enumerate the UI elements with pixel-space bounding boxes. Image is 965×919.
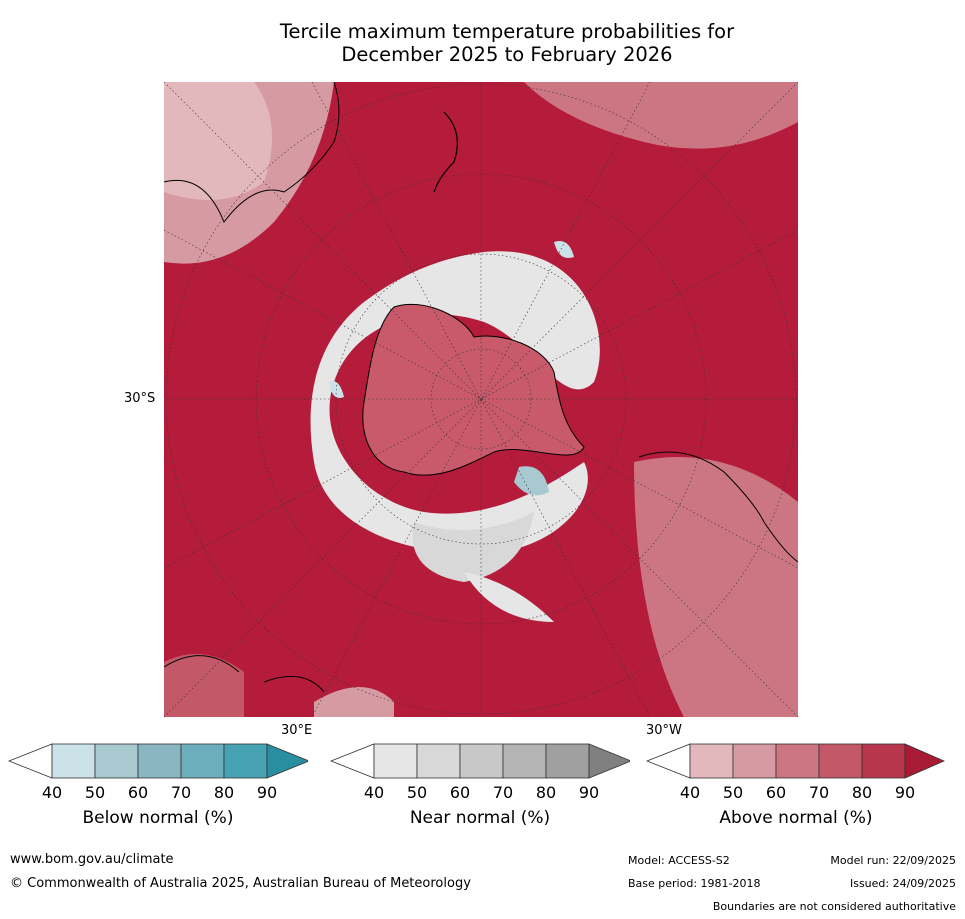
colorbar-above-normal-swatch-4 xyxy=(818,743,863,779)
colorbar-below-normal-tick-50: 50 xyxy=(84,783,106,802)
title-line-2: December 2025 to February 2026 xyxy=(341,43,673,66)
australia-light-region xyxy=(164,82,272,200)
colorbar-near-normal-left-cap xyxy=(330,743,375,779)
colorbar-near-normal: 40 50 60 70 80 90 Near normal (%) xyxy=(330,743,630,843)
antarctica xyxy=(362,303,585,476)
colorbar-below-normal-swatch-3 xyxy=(137,743,182,779)
colorbar-above-normal-swatch-5 xyxy=(861,743,906,779)
colorbar-below-normal-label: Below normal (%) xyxy=(82,808,234,828)
chart-title: Tercile maximum temperature probabilitie… xyxy=(164,20,850,66)
colorbar-above-normal-tick-90: 90 xyxy=(894,783,916,802)
footer-url[interactable]: www.bom.gov.au/climate xyxy=(10,852,174,867)
colorbar-above-normal-left-cap xyxy=(646,743,691,779)
footer-model: Model: ACCESS-S2 xyxy=(628,854,730,867)
colorbar-near-normal-tick-50: 50 xyxy=(406,783,428,802)
colorbar-near-normal-swatch-3 xyxy=(459,743,504,779)
colorbar-near-normal-swatch-1 xyxy=(373,743,418,779)
colorbar-below-normal-tick-70: 70 xyxy=(170,783,192,802)
lat-label-30s: 30°S xyxy=(124,391,156,406)
colorbar-above-normal-label: Above normal (%) xyxy=(719,808,873,828)
africa-coastline xyxy=(164,655,240,673)
colorbar-below-normal-swatch-4 xyxy=(180,743,225,779)
madagascar-coastline xyxy=(263,675,325,693)
colorbar-below-normal-tick-80: 80 xyxy=(213,783,235,802)
colorbar-near-normal-tick-40: 40 xyxy=(363,783,385,802)
footer-issued: Issued: 24/09/2025 xyxy=(849,877,956,890)
title-line-1: Tercile maximum temperature probabilitie… xyxy=(279,20,735,43)
colorbar-above-normal: 40 50 60 70 80 90 Above normal (%) xyxy=(646,743,946,843)
footer-copyright: © Commonwealth of Australia 2025, Austra… xyxy=(10,876,471,891)
colorbar-near-normal-swatch-2 xyxy=(416,743,461,779)
australia-coastline xyxy=(164,82,340,224)
colorbar-near-normal-label: Near normal (%) xyxy=(409,808,551,828)
colorbar-below-normal-swatch-1 xyxy=(51,743,96,779)
below-normal-patch-1 xyxy=(514,466,549,496)
probability-map[interactable] xyxy=(164,82,798,717)
colorbar-above-normal-svg xyxy=(646,743,946,779)
colorbar-below-normal-tick-60: 60 xyxy=(127,783,149,802)
footer-model-run: Model run: 22/09/2025 xyxy=(830,854,956,867)
below-normal-patch-2 xyxy=(554,241,574,258)
colorbar-below-normal: 40 50 60 70 80 90 Below normal (%) xyxy=(8,743,308,843)
colorbar-below-normal-right-cap xyxy=(266,743,308,779)
colorbar-above-normal-tick-70: 70 xyxy=(808,783,830,802)
colorbar-near-normal-swatch-4 xyxy=(502,743,547,779)
new-zealand-coastline xyxy=(433,111,458,193)
lon-label-30w: 30°W xyxy=(646,723,682,738)
map-svg xyxy=(164,82,798,717)
colorbar-below-normal-swatch-2 xyxy=(94,743,139,779)
colorbar-above-normal-swatch-3 xyxy=(775,743,820,779)
colorbar-near-normal-tick-80: 80 xyxy=(535,783,557,802)
colorbar-below-normal-swatch-5 xyxy=(223,743,268,779)
madagascar-region xyxy=(314,687,394,717)
colorbar-near-normal-tick-60: 60 xyxy=(449,783,471,802)
footer-base-period: Base period: 1981-2018 xyxy=(628,877,761,890)
near-normal-south-patch xyxy=(412,512,534,582)
south-america-region xyxy=(634,457,798,717)
colorbar-near-normal-swatch-5 xyxy=(545,743,590,779)
colorbar-above-normal-tick-60: 60 xyxy=(765,783,787,802)
pacific-moderate-region xyxy=(524,82,798,149)
colorbar-below-normal-left-cap xyxy=(8,743,53,779)
colorbar-below-normal-svg xyxy=(8,743,308,779)
near-normal-streak xyxy=(464,572,554,622)
colorbar-above-normal-right-cap xyxy=(904,743,946,779)
africa-region xyxy=(164,654,244,717)
colorbar-above-normal-tick-40: 40 xyxy=(679,783,701,802)
south-america-coastline xyxy=(638,451,798,563)
colorbar-above-normal-swatch-1 xyxy=(689,743,734,779)
colorbar-near-normal-svg xyxy=(330,743,630,779)
colorbar-near-normal-right-cap xyxy=(588,743,630,779)
colorbar-above-normal-tick-80: 80 xyxy=(851,783,873,802)
colorbar-near-normal-tick-70: 70 xyxy=(492,783,514,802)
lon-label-30e: 30°E xyxy=(281,723,313,738)
colorbar-near-normal-tick-90: 90 xyxy=(578,783,600,802)
colorbar-above-normal-swatch-2 xyxy=(732,743,777,779)
colorbar-below-normal-tick-40: 40 xyxy=(41,783,63,802)
footer-boundaries-note: Boundaries are not considered authoritat… xyxy=(712,900,956,913)
colorbar-below-normal-tick-90: 90 xyxy=(256,783,278,802)
graticule xyxy=(164,82,798,717)
colorbar-above-normal-tick-50: 50 xyxy=(722,783,744,802)
